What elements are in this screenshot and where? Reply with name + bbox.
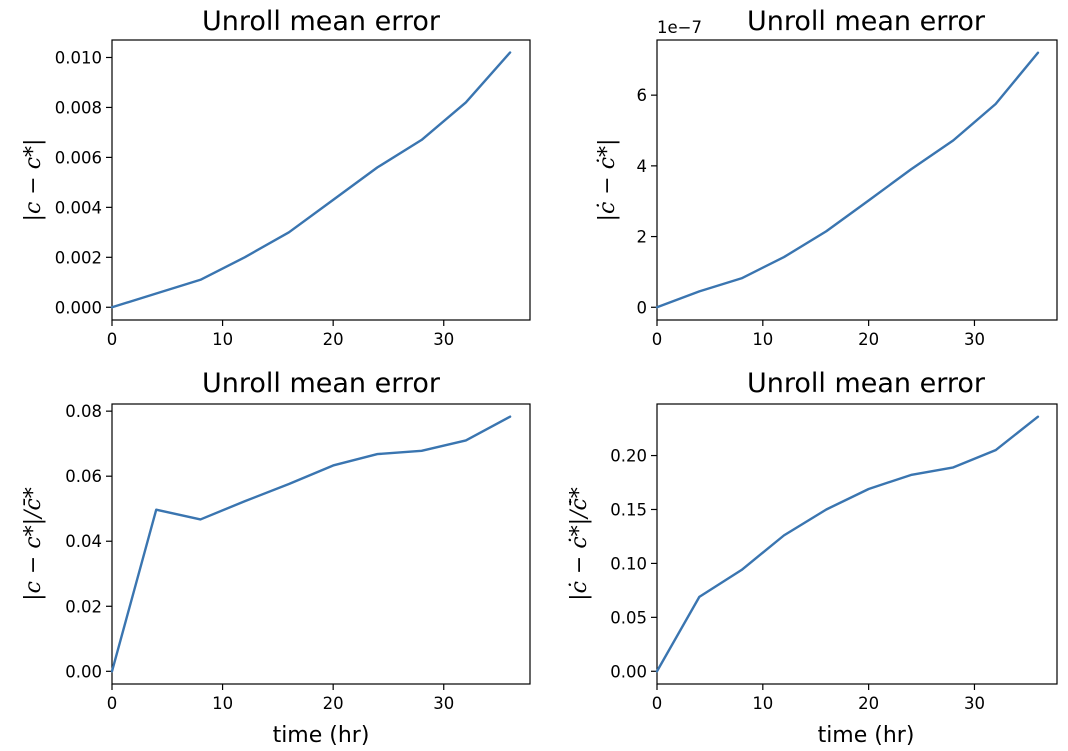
y-tick-label: 4	[637, 157, 648, 176]
chart-title: Unroll mean error	[747, 6, 986, 37]
series-line	[657, 417, 1038, 672]
subplot-bottom-right: Unroll mean error 0 10 20 30 0.00 0.05 0.10 0.1…	[567, 368, 1057, 748]
x-tick-label: 0	[652, 694, 663, 713]
series-line	[112, 52, 510, 307]
chart-title: Unroll mean error	[747, 368, 986, 399]
x-tick-label: 30	[964, 694, 985, 713]
axis-ticks: 0 10 20 30 0.00 0.05 0.10 0.15 0.20	[610, 447, 985, 713]
x-tick-label: 0	[107, 330, 118, 349]
subplot-top-right: Unroll mean error 0 10 20 30 0 2 4 6 |ċ − ċ*| 1…	[595, 6, 1057, 349]
x-tick-label: 30	[964, 330, 985, 349]
x-tick-label: 30	[433, 694, 454, 713]
axes-frame	[112, 40, 530, 320]
axes-frame	[112, 404, 530, 684]
y-tick-label: 0.006	[55, 148, 102, 167]
axis-ticks: 0 10 20 30 0.00 0.02 0.04 0.06 0.08	[65, 402, 454, 713]
y-offset-text: 1e−7	[657, 18, 702, 37]
x-axis-label: time (hr)	[818, 723, 915, 748]
x-tick-label: 0	[652, 330, 663, 349]
x-tick-label: 30	[433, 330, 454, 349]
y-tick-label: 0.008	[55, 98, 102, 117]
subplot-bottom-left: Unroll mean error 0 10 20 30 0.00 0.02 0.04 0.0…	[21, 368, 530, 748]
y-tick-label: 0.15	[610, 500, 647, 519]
axes-frame	[657, 40, 1057, 320]
y-tick-label: 0.08	[65, 402, 102, 421]
y-tick-label: 0.05	[610, 608, 647, 627]
y-tick-label: 0	[637, 298, 648, 317]
axis-ticks: 0 10 20 30 0 2 4 6	[637, 86, 985, 349]
x-tick-label: 10	[212, 694, 233, 713]
y-tick-label: 0.004	[55, 198, 102, 217]
y-axis-label: |c − c*|/c̄*	[21, 487, 46, 601]
y-tick-label: 0.06	[65, 467, 102, 486]
axis-ticks: 0 10 20 30 0.000 0.002 0.004 0.006 0.008 0.010	[55, 48, 454, 349]
y-tick-label: 0.00	[65, 662, 102, 681]
series-line	[657, 53, 1038, 308]
y-tick-label: 0.20	[610, 447, 647, 466]
y-tick-label: 2	[637, 228, 648, 247]
series-line	[112, 417, 510, 672]
x-axis-label: time (hr)	[273, 723, 370, 748]
x-tick-label: 10	[752, 694, 773, 713]
x-tick-label: 20	[323, 694, 344, 713]
x-tick-label: 20	[323, 330, 344, 349]
axes-frame	[657, 404, 1057, 684]
y-tick-label: 0.02	[65, 597, 102, 616]
y-tick-label: 0.000	[55, 298, 102, 317]
y-axis-label: |c − c*|	[21, 139, 46, 222]
subplot-top-left: Unroll mean error 0 10 20 30 0.000 0.002 0.004…	[21, 6, 530, 349]
x-tick-label: 20	[858, 330, 879, 349]
y-tick-label: 0.002	[55, 248, 102, 267]
chart-title: Unroll mean error	[202, 6, 441, 37]
y-axis-label: |ċ − ċ*|/c̄̇*	[567, 487, 592, 601]
x-tick-label: 20	[858, 694, 879, 713]
x-tick-label: 0	[107, 694, 118, 713]
chart-title: Unroll mean error	[202, 368, 441, 399]
y-tick-label: 0.00	[610, 662, 647, 681]
y-axis-label: |ċ − ċ*|	[595, 139, 620, 222]
y-tick-label: 0.04	[65, 532, 102, 551]
y-tick-label: 0.10	[610, 554, 647, 573]
x-tick-label: 10	[752, 330, 773, 349]
y-tick-label: 0.010	[55, 48, 102, 67]
x-tick-label: 10	[212, 330, 233, 349]
y-tick-label: 6	[637, 86, 648, 105]
